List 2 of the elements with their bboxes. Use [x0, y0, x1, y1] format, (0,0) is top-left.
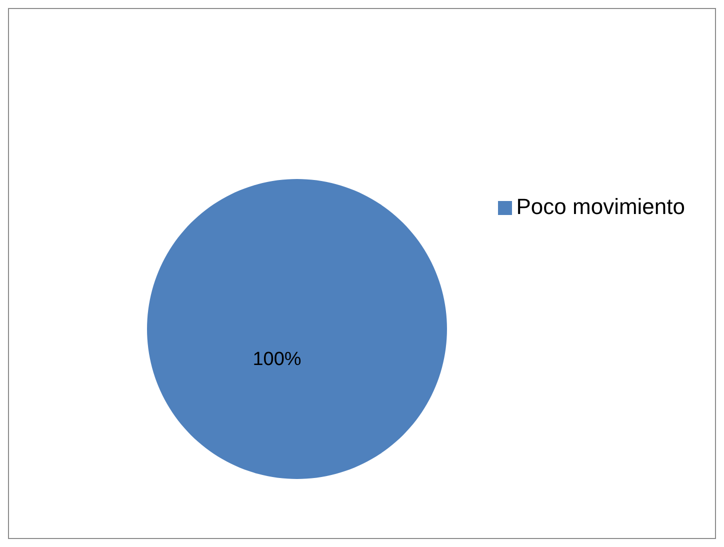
- data-label: 100%: [252, 349, 302, 371]
- legend-label: Poco movimiento: [516, 194, 685, 219]
